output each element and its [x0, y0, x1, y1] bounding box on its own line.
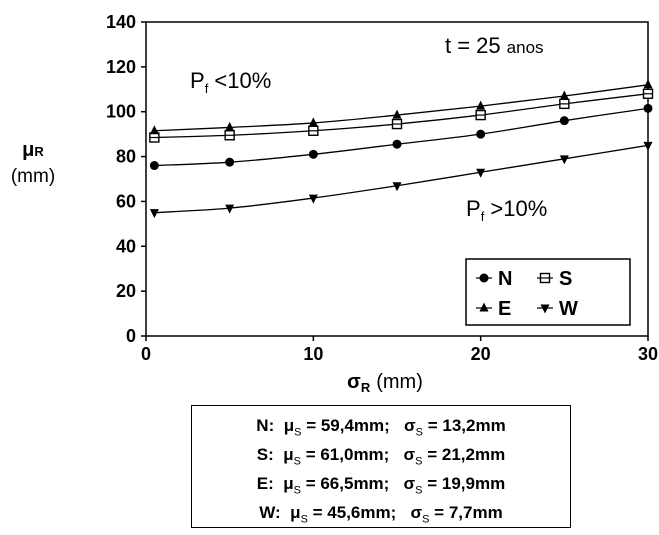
annotation-pf-low: Pf <10%: [190, 68, 271, 96]
data-point-n: [308, 149, 318, 159]
data-point-w: [476, 168, 486, 178]
x-axis-label: σR (mm): [347, 371, 423, 395]
x-axis: 0 10 20 30: [141, 336, 658, 364]
legend-item-e: E: [476, 298, 511, 320]
data-point-s: [224, 130, 235, 141]
data-point-e: [559, 90, 569, 100]
x-tick-label: 30: [638, 344, 658, 364]
legend: N S E W: [465, 258, 631, 326]
param-row-n: N: μS = 59,4mm; σS = 13,2mm: [256, 416, 506, 439]
x-tick-label: 0: [141, 344, 151, 364]
series-w: [149, 141, 653, 219]
data-point-s: [475, 109, 486, 121]
data-point-n: [225, 157, 235, 167]
data-point-s: [149, 132, 160, 143]
y-axis-unit: (mm): [11, 166, 55, 187]
data-point-n: [392, 139, 402, 149]
parameters-table: N: μS = 59,4mm; σS = 13,2mm S: μS = 61,0…: [191, 405, 571, 528]
series-s: [149, 88, 654, 143]
data-point-e: [392, 109, 402, 119]
data-point-w: [392, 182, 402, 192]
legend-item-n: N: [476, 268, 512, 290]
data-point-s: [391, 118, 403, 130]
data-point-e: [643, 79, 653, 89]
data-point-n: [643, 103, 653, 113]
y-axis: 0 20 40 60 80 100 120 140: [106, 12, 146, 346]
data-point-s: [308, 125, 319, 136]
y-tick-label: 80: [116, 147, 136, 167]
plot-area-frame: [145, 21, 649, 337]
y-tick-label: 20: [116, 281, 136, 301]
y-axis-label: μR (mm): [11, 139, 55, 187]
y-tick-label: 100: [106, 102, 136, 122]
param-row-e: E: μS = 66,5mm; σS = 19,9mm: [256, 474, 506, 497]
y-tick-label: 120: [106, 57, 136, 77]
data-point-w: [643, 141, 653, 151]
line-chart: 0 20 40 60 80 100 120 140 0 10 20 30 μR (mm) σR (mm…: [11, 12, 658, 395]
legend-marker-n: [479, 273, 489, 283]
annotation-pf-high: Pf >10%: [466, 196, 547, 224]
y-tick-label: 40: [116, 236, 136, 256]
legend-item-s: S: [537, 268, 572, 290]
annotation-time: t = 25 anos: [445, 33, 544, 58]
param-row-w: W: μS = 45,6mm; σS = 7,7mm: [259, 503, 503, 526]
legend-label-w: W: [559, 298, 578, 320]
y-tick-label: 0: [126, 326, 136, 346]
x-tick-label: 10: [303, 344, 323, 364]
series-n: [149, 103, 653, 171]
legend-marker-w: [540, 304, 550, 314]
data-point-n: [149, 161, 159, 171]
legend-label-e: E: [498, 298, 511, 320]
data-point-n: [476, 129, 486, 139]
x-tick-label: 20: [471, 344, 491, 364]
legend-marker-e: [479, 302, 489, 312]
data-point-w: [225, 204, 235, 214]
param-row-s: S: μS = 61,0mm; σS = 21,2mm: [256, 445, 506, 468]
y-tick-label: 140: [106, 12, 136, 32]
data-point-w: [149, 209, 159, 219]
data-point-n: [559, 116, 569, 126]
data-point-e: [476, 100, 486, 110]
series-line-w: [154, 144, 649, 214]
data-point-s: [642, 88, 654, 99]
legend-marker-s: [539, 272, 551, 284]
y-axis-symbol: μR: [22, 139, 44, 161]
legend-label-n: N: [498, 268, 512, 290]
data-point-e: [225, 121, 235, 131]
data-point-e: [149, 125, 159, 135]
legend-label-s: S: [559, 268, 572, 290]
series-layer: [149, 79, 654, 219]
data-point-w: [559, 155, 569, 165]
legend-item-w: W: [537, 298, 578, 320]
data-point-e: [308, 117, 318, 127]
legend-box: [465, 258, 631, 326]
y-tick-label: 60: [116, 191, 136, 211]
data-point-s: [559, 98, 570, 110]
data-point-w: [308, 194, 318, 204]
series-e: [149, 79, 653, 135]
